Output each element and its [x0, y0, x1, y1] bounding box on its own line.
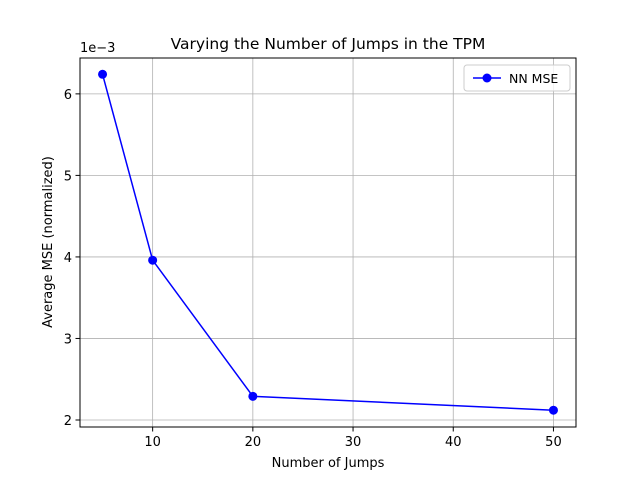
- chart-title: Varying the Number of Jumps in the TPM: [171, 35, 486, 53]
- y-tick-label: 2: [64, 414, 72, 429]
- y-axis-label: Average MSE (normalized): [41, 156, 56, 328]
- x-axis-ticks: 10 20 30 40 50: [144, 427, 562, 450]
- x-axis-label: Number of Jumps: [272, 456, 385, 471]
- data-point: [248, 391, 258, 401]
- legend-box: [463, 64, 571, 92]
- x-tick-label: 20: [245, 435, 262, 450]
- y-tick-label: 4: [64, 251, 72, 266]
- x-tick-label: 40: [445, 435, 462, 450]
- series-line: [101, 74, 554, 411]
- y-axis-scale-label: 1e−3: [80, 41, 115, 56]
- x-tick-label: 30: [345, 435, 362, 450]
- data-point: [148, 255, 158, 265]
- y-tick-label: 5: [64, 169, 72, 184]
- plot-frame: [79, 57, 577, 428]
- grid-lines: [80, 58, 576, 427]
- data-point: [98, 69, 108, 79]
- legend-marker-sample: [482, 73, 492, 83]
- legend: NN MSE: [463, 64, 571, 92]
- legend-entry-label: NN MSE: [509, 71, 558, 86]
- series-layer: [98, 69, 558, 415]
- x-tick-label: 50: [545, 435, 562, 450]
- data-point: [548, 405, 558, 415]
- y-tick-label: 3: [64, 332, 72, 347]
- y-tick-label: 6: [64, 88, 72, 103]
- y-axis-ticks: 2 3 4 5 6: [64, 88, 80, 429]
- x-tick-label: 10: [144, 435, 161, 450]
